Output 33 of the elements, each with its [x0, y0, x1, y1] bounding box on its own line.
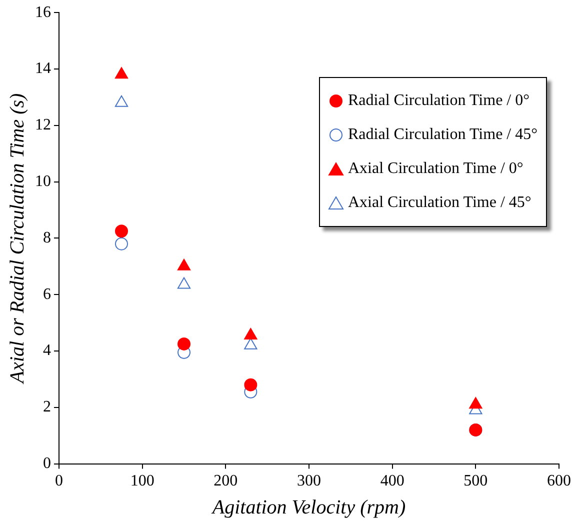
point	[244, 378, 258, 392]
point	[178, 337, 190, 350]
x-tick-label: 300	[297, 472, 321, 490]
point	[177, 277, 191, 289]
x-tick-label: 200	[214, 472, 238, 490]
point	[114, 67, 128, 79]
point	[244, 338, 258, 350]
y-tick-label: 6	[43, 286, 51, 303]
point	[469, 397, 482, 409]
x-axis-title: Agitation Velocity (rpm)	[210, 496, 406, 518]
point	[244, 328, 258, 340]
x-tick-label: 0	[55, 472, 63, 490]
y-axis-title: Axial or Radial Circulation Time (s)	[6, 92, 28, 386]
legend-label: Axial Circulation Time / 0°	[348, 160, 524, 178]
y-tick-label: 8	[43, 229, 51, 246]
x-tick-label: 600	[547, 472, 571, 490]
y-tick-label: 4	[43, 342, 51, 360]
x-tick-label: 500	[464, 472, 488, 490]
x-tick-label: 400	[380, 472, 404, 490]
point	[177, 258, 191, 270]
legend-label: Radial Circulation Time / 45°	[348, 126, 538, 144]
point	[115, 224, 128, 238]
x-tick-label: 100	[130, 472, 154, 490]
point	[114, 95, 128, 107]
legend-label: Axial Circulation Time / 45°	[348, 194, 532, 212]
y-tick-label: 0	[43, 455, 51, 472]
y-tick-label: 2	[43, 398, 51, 416]
legend-label: Radial Circulation Time / 0°	[348, 92, 530, 110]
y-tick-label: 10	[35, 173, 51, 190]
y-tick-label: 16	[35, 4, 51, 21]
point	[115, 237, 128, 250]
y-tick-label: 14	[35, 60, 51, 78]
y-tick-label: 12	[35, 116, 51, 134]
